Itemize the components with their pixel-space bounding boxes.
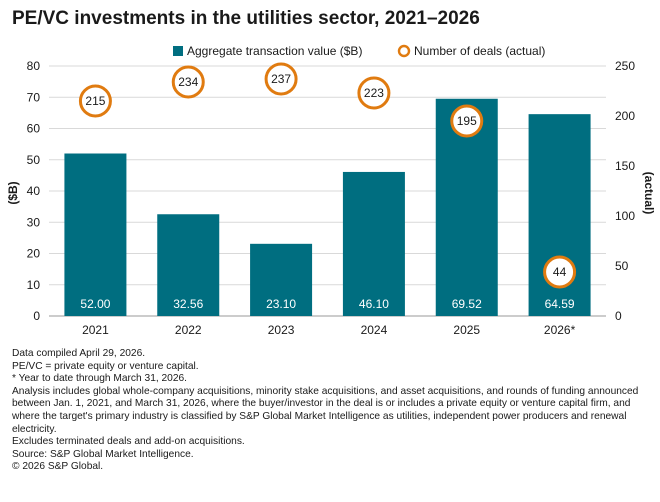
note-date-compiled: Data compiled April 29, 2026.	[12, 348, 146, 359]
deal-marker	[78, 84, 112, 118]
deal-marker	[543, 255, 577, 289]
bar	[250, 243, 313, 316]
deal-count-label: 215	[85, 94, 105, 108]
chart: Aggregate transaction value ($B) Number …	[6, 44, 656, 337]
y-tick-left: 10	[27, 278, 41, 292]
y-tick-left: 50	[27, 153, 41, 167]
bar-value-label: 69.52	[452, 297, 482, 311]
deal-count-label: 44	[553, 265, 567, 279]
bar-value-label: 64.59	[545, 297, 575, 311]
bar-value-label: 32.56	[173, 297, 203, 311]
bar-value-label: 23.10	[266, 297, 296, 311]
y-tick-right: 50	[615, 259, 629, 273]
deal-marker	[264, 62, 298, 96]
deal-marker	[357, 76, 391, 110]
legend-swatch-deals	[397, 44, 411, 58]
y-tick-left: 40	[27, 184, 41, 198]
gridlines	[49, 65, 606, 317]
deal-marker	[171, 65, 205, 99]
x-tick-label: 2021	[82, 323, 109, 337]
y-axis-left: 0 10 20 30 40 50 60 70 80	[27, 59, 41, 323]
note-source: Source: S&P Global Market Intelligence.	[12, 448, 194, 460]
deal-count-label: 237	[271, 72, 291, 86]
y-axis-right: 0 50 100 150 200 250	[615, 59, 635, 323]
bar	[342, 171, 405, 316]
x-tick-label: 2024	[361, 323, 388, 337]
bar	[64, 153, 127, 316]
note-methodology: Analysis includes global whole-company a…	[12, 385, 639, 435]
chart-notes: Data compiled April 29, 2026. PE/VC = pr…	[12, 348, 652, 474]
x-tick-label: 2025	[453, 323, 480, 337]
deal-series: 215 234 237 223 195 44	[78, 62, 577, 289]
bar-value-label: 52.00	[80, 297, 110, 311]
deal-count-label: 223	[364, 86, 384, 100]
x-tick-label: 2023	[268, 323, 295, 337]
y-tick-left: 60	[27, 122, 41, 136]
deal-marker	[450, 104, 484, 138]
bar-series	[64, 98, 591, 316]
y-tick-left: 80	[27, 59, 41, 73]
x-tick-label: 2026*	[544, 323, 576, 337]
note-ytd: * Year to date through March 31, 2026.	[12, 373, 188, 385]
y-tick-right: 200	[615, 109, 635, 123]
x-tick-label: 2022	[175, 323, 202, 337]
chart-title: PE/VC investments in the utilities secto…	[12, 8, 480, 29]
y-tick-left: 70	[27, 90, 41, 104]
y-tick-right: 0	[615, 309, 622, 323]
legend-swatch-bar	[173, 46, 183, 56]
y-axis-left-title: ($B)	[6, 181, 20, 204]
y-tick-left: 20	[27, 247, 41, 261]
note-copyright: © 2026 S&P Global.	[12, 461, 104, 473]
legend-label-bar: Aggregate transaction value ($B)	[187, 44, 362, 58]
bar-value-label: 46.10	[359, 297, 389, 311]
bar	[157, 214, 220, 316]
note-pevc-definition: PE/VC = private equity or venture capita…	[12, 360, 199, 372]
y-tick-left: 0	[33, 309, 40, 323]
bar-value-labels: 52.00 32.56 23.10 46.10 69.52 64.59	[80, 297, 575, 311]
deal-count-label: 195	[457, 114, 477, 128]
note-exclusions: Excludes terminated deals and add-on acq…	[12, 436, 245, 448]
legend-label-deals: Number of deals (actual)	[414, 44, 545, 58]
legend: Aggregate transaction value ($B) Number …	[173, 44, 545, 58]
y-tick-right: 150	[615, 159, 635, 173]
deal-count-label: 234	[178, 75, 198, 89]
y-tick-right: 250	[615, 59, 635, 73]
y-axis-right-title: (actual)	[642, 172, 656, 215]
y-tick-right: 100	[615, 209, 635, 223]
y-tick-left: 30	[27, 215, 41, 229]
x-axis: 2021 2022 2023 2024 2025 2026*	[82, 323, 576, 337]
